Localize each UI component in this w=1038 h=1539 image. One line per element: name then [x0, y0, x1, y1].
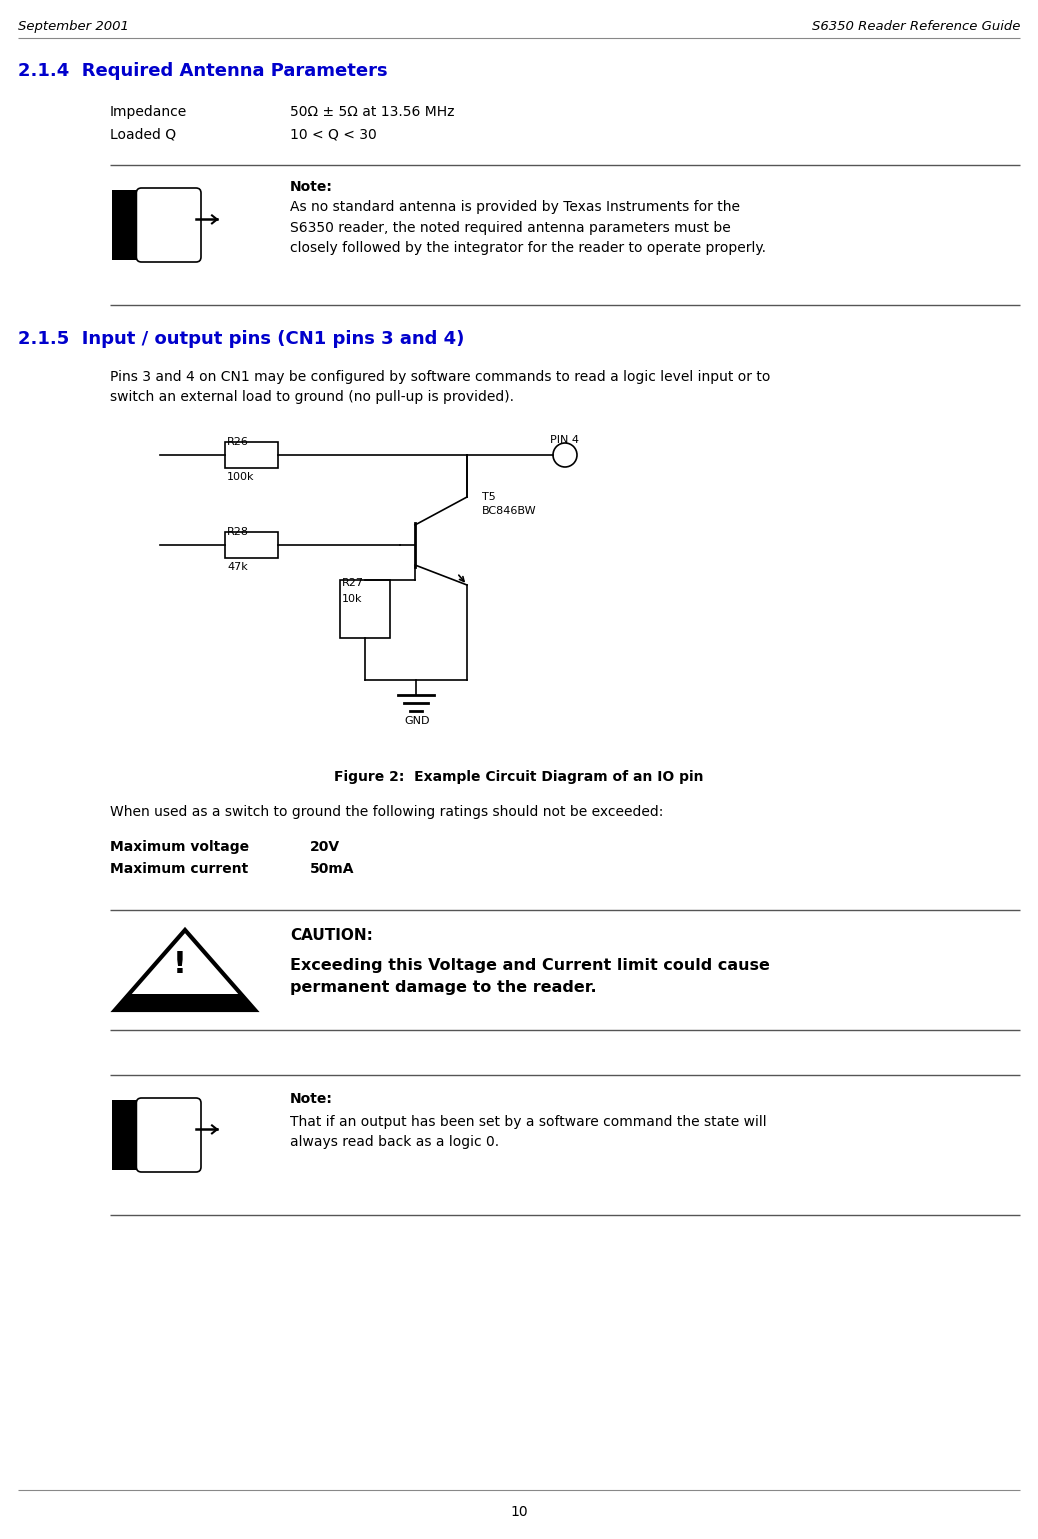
Bar — [340, 580, 390, 639]
Text: 47k: 47k — [227, 562, 248, 573]
Polygon shape — [115, 930, 255, 1010]
Text: 2.1.5  Input / output pins (CN1 pins 3 and 4): 2.1.5 Input / output pins (CN1 pins 3 an… — [18, 329, 464, 348]
Bar — [225, 532, 278, 559]
Text: Note:: Note: — [290, 180, 333, 194]
Text: R27: R27 — [342, 579, 364, 588]
Bar — [112, 1100, 143, 1170]
Text: September 2001: September 2001 — [18, 20, 129, 32]
Text: When used as a switch to ground the following ratings should not be exceeded:: When used as a switch to ground the foll… — [110, 805, 663, 819]
Text: 50Ω ± 5Ω at 13.56 MHz: 50Ω ± 5Ω at 13.56 MHz — [290, 105, 455, 119]
FancyBboxPatch shape — [136, 1097, 201, 1173]
Circle shape — [553, 443, 577, 466]
Text: R28: R28 — [227, 526, 249, 537]
FancyBboxPatch shape — [136, 188, 201, 262]
Text: Maximum voltage: Maximum voltage — [110, 840, 249, 854]
Text: 50mA: 50mA — [310, 862, 355, 876]
Text: Figure 2:  Example Circuit Diagram of an IO pin: Figure 2: Example Circuit Diagram of an … — [334, 770, 704, 783]
Bar — [112, 189, 143, 260]
Text: As no standard antenna is provided by Texas Instruments for the
S6350 reader, th: As no standard antenna is provided by Te… — [290, 200, 766, 255]
Text: Note:: Note: — [290, 1093, 333, 1107]
Text: Exceeding this Voltage and Current limit could cause
permanent damage to the rea: Exceeding this Voltage and Current limit… — [290, 957, 770, 994]
Text: Impedance: Impedance — [110, 105, 187, 119]
Text: 100k: 100k — [227, 472, 254, 482]
Text: GND: GND — [404, 716, 430, 726]
Text: T5: T5 — [482, 492, 496, 502]
Text: Loaded Q: Loaded Q — [110, 128, 176, 142]
Text: S6350 Reader Reference Guide: S6350 Reader Reference Guide — [812, 20, 1020, 32]
Text: PIN 4: PIN 4 — [550, 436, 579, 445]
Text: BC846BW: BC846BW — [482, 506, 537, 516]
Text: 10k: 10k — [342, 594, 362, 603]
Text: 10: 10 — [511, 1505, 527, 1519]
Text: Maximum current: Maximum current — [110, 862, 248, 876]
Text: R26: R26 — [227, 437, 249, 446]
Text: 10 < Q < 30: 10 < Q < 30 — [290, 128, 377, 142]
Polygon shape — [115, 994, 255, 1010]
Text: 2.1.4  Required Antenna Parameters: 2.1.4 Required Antenna Parameters — [18, 62, 387, 80]
Text: That if an output has been set by a software command the state will
always read : That if an output has been set by a soft… — [290, 1114, 767, 1150]
Bar — [225, 442, 278, 468]
Text: Pins 3 and 4 on CN1 may be configured by software commands to read a logic level: Pins 3 and 4 on CN1 may be configured by… — [110, 369, 770, 405]
Text: 20V: 20V — [310, 840, 340, 854]
Text: CAUTION:: CAUTION: — [290, 928, 373, 943]
Text: !: ! — [173, 950, 187, 979]
